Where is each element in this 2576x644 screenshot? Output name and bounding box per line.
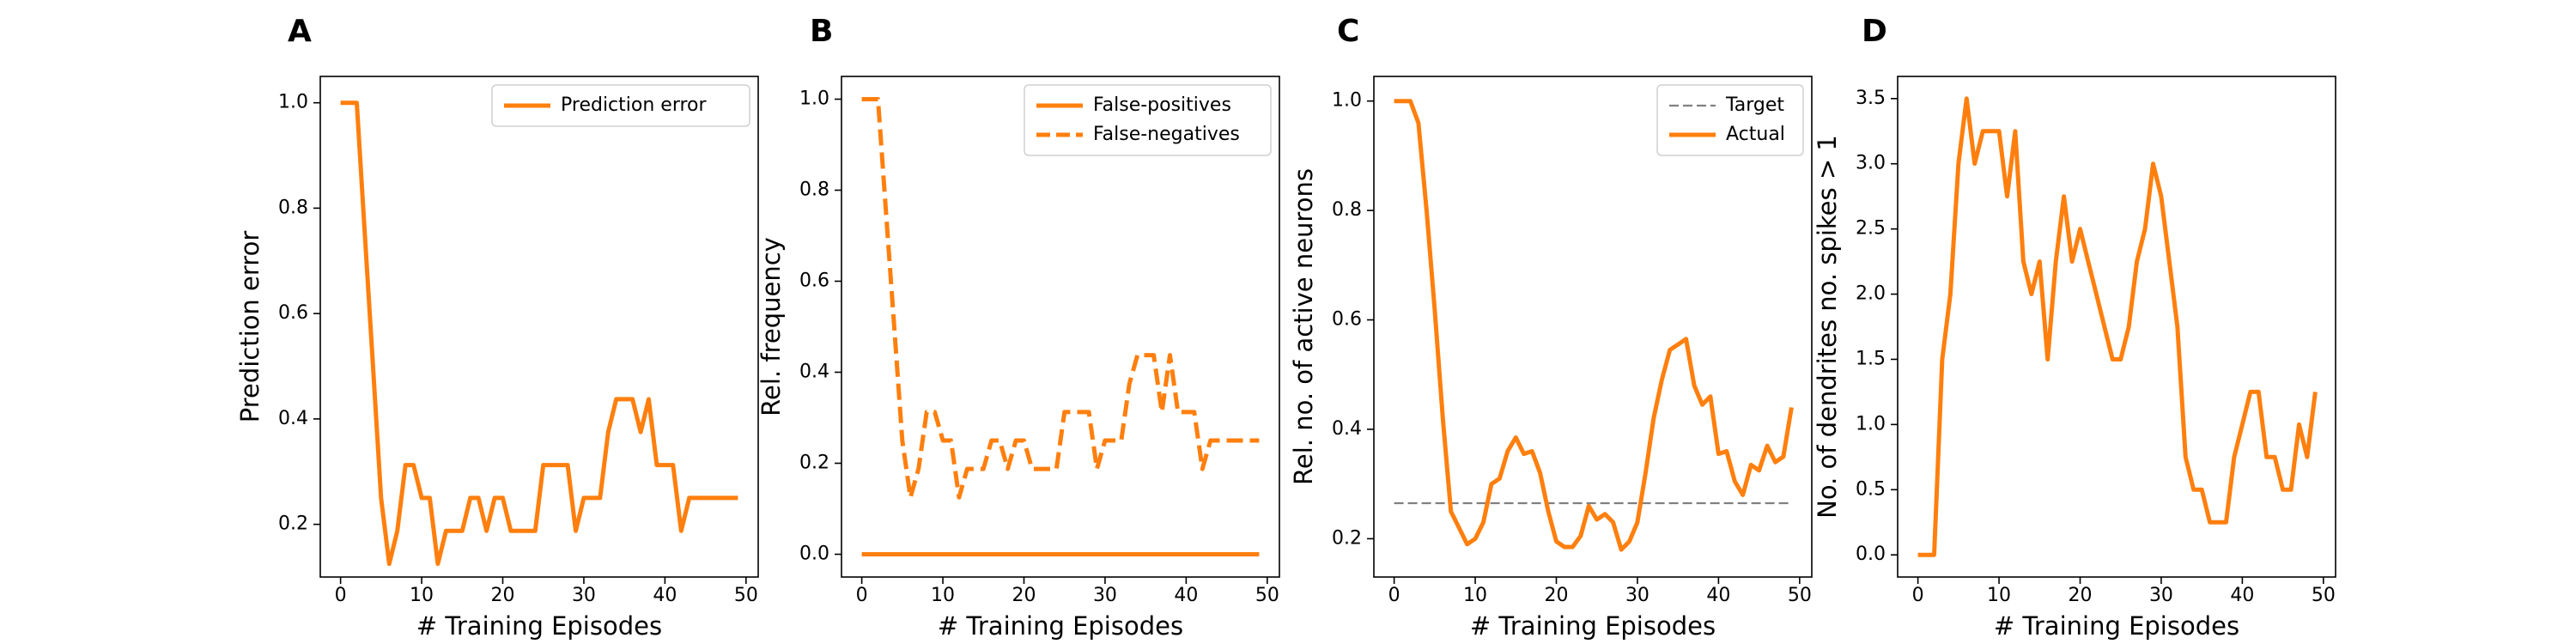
legend-label: False-negatives xyxy=(1093,124,1240,145)
y-tick-label: 2.0 xyxy=(1856,283,1886,305)
y-tick-label: 0.5 xyxy=(1856,478,1886,500)
plot-area xyxy=(1917,96,2318,557)
y-tick-label: 1.0 xyxy=(799,88,829,110)
panel-letter: D xyxy=(1862,14,1887,49)
y-axis-label: Prediction error xyxy=(235,231,264,423)
x-tick-label: 50 xyxy=(2312,585,2336,606)
plot-area xyxy=(861,97,1260,556)
y-tick-label: 0.8 xyxy=(278,197,308,218)
x-tick-label: 50 xyxy=(1788,585,1812,606)
y-tick-label: 0.2 xyxy=(1332,527,1362,549)
x-tick-label: 0 xyxy=(1388,585,1400,606)
y-tick-label: 1.0 xyxy=(1332,90,1362,112)
x-axis-label: # Training Episodes xyxy=(1994,611,2239,641)
y-tick-label: 1.0 xyxy=(278,92,308,113)
chart-panel-b: B 0 10 20 30 40 50 0.0 0.2 0.4 0.6 0.8 1.0 # Training… xyxy=(756,14,1280,641)
x-axis-label: # Training Episodes xyxy=(938,611,1183,641)
legend: False-positives False-negatives xyxy=(1024,84,1272,156)
y-tick-label: 1.0 xyxy=(1856,413,1886,434)
y-tick-label: 0.4 xyxy=(278,408,308,429)
x-tick-label: 20 xyxy=(491,585,515,606)
legend-label: Prediction error xyxy=(561,94,707,116)
y-tick-label: 0.0 xyxy=(799,544,829,565)
y-tick-label: 2.5 xyxy=(1856,218,1886,240)
y-tick-label: 0.6 xyxy=(799,270,829,292)
y-tick-label: 0.6 xyxy=(1332,309,1362,331)
x-tick-label: 40 xyxy=(653,585,677,606)
y-tick-label: 1.5 xyxy=(1856,348,1886,369)
panel-letter: C xyxy=(1337,14,1359,49)
x-tick-label: 40 xyxy=(1174,585,1198,606)
x-tick-label: 10 xyxy=(1987,585,2011,606)
y-tick-label: 0.6 xyxy=(278,302,308,324)
legend-box xyxy=(491,84,750,127)
legend: Prediction error xyxy=(491,84,750,127)
y-tick-label: 0.4 xyxy=(799,361,829,383)
x-tick-label: 20 xyxy=(1012,585,1036,606)
legend: Target Actual xyxy=(1656,84,1804,156)
chart-panel-d: D 0 10 20 30 40 50 0.0 0.5 1.0 1.5 2.0 2.5 3.0 3.5 # Tr… xyxy=(1813,14,2336,641)
series-line-prediction-error xyxy=(340,100,738,567)
legend-label: False-positives xyxy=(1093,94,1231,116)
x-tick-label: 30 xyxy=(1625,585,1649,606)
x-tick-label: 20 xyxy=(1545,585,1569,606)
x-tick-label: 10 xyxy=(931,585,955,606)
x-tick-label: 50 xyxy=(734,585,758,606)
x-tick-label: 10 xyxy=(1463,585,1487,606)
series-line-false-negatives xyxy=(861,97,1260,500)
axes-frame xyxy=(1897,76,2336,578)
x-tick-label: 20 xyxy=(2069,585,2093,606)
x-tick-label: 30 xyxy=(572,585,596,606)
x-tick-label: 40 xyxy=(1706,585,1730,606)
x-axis-label: # Training Episodes xyxy=(416,611,662,641)
x-tick-label: 0 xyxy=(335,585,347,606)
x-tick-label: 40 xyxy=(2230,585,2254,606)
y-tick-label: 0.8 xyxy=(799,179,829,201)
y-tick-label: 3.0 xyxy=(1856,153,1886,174)
y-tick-label: 0.2 xyxy=(278,513,308,535)
legend-label: Actual xyxy=(1726,124,1785,145)
x-tick-label: 30 xyxy=(2149,585,2173,606)
series-line xyxy=(1917,96,2318,557)
axes-frame xyxy=(841,76,1280,578)
panel-letter: B xyxy=(810,14,833,49)
axes-frame xyxy=(1373,76,1813,578)
y-tick-label: 3.5 xyxy=(1856,88,1886,109)
y-tick-label: 0.4 xyxy=(1332,418,1362,440)
chart-panel-c: C 0 10 20 30 40 50 0.2 0.4 0.6 0.8 1.0 # Training Ep… xyxy=(1289,14,1813,641)
chart-panel-a: A 0 10 20 30 40 50 0.2 0.4 0.6 0.8 1.0 # Training Ep… xyxy=(235,14,759,641)
x-tick-label: 50 xyxy=(1255,585,1279,606)
x-tick-label: 0 xyxy=(856,585,868,606)
axes-frame xyxy=(319,76,759,578)
x-tick-label: 0 xyxy=(1912,585,1924,606)
y-axis-label: No. of dendrites no. spikes > 1 xyxy=(1813,135,1842,519)
y-axis-label: Rel. no. of active neurons xyxy=(1289,168,1318,485)
y-tick-label: 0.2 xyxy=(799,453,829,474)
series-line-actual xyxy=(1394,99,1794,552)
legend-box xyxy=(1656,84,1804,156)
x-tick-label: 10 xyxy=(410,585,434,606)
y-tick-label: 0.0 xyxy=(1856,544,1886,565)
x-axis-label: # Training Episodes xyxy=(1470,611,1716,641)
plot-area xyxy=(340,100,738,567)
legend-box xyxy=(1024,84,1272,156)
x-tick-label: 30 xyxy=(1093,585,1117,606)
panel-letter: A xyxy=(288,14,312,49)
y-tick-label: 0.8 xyxy=(1332,199,1362,221)
legend-label: Target xyxy=(1725,94,1784,116)
plot-area xyxy=(1394,99,1794,552)
y-axis-label: Rel. frequency xyxy=(756,237,786,416)
